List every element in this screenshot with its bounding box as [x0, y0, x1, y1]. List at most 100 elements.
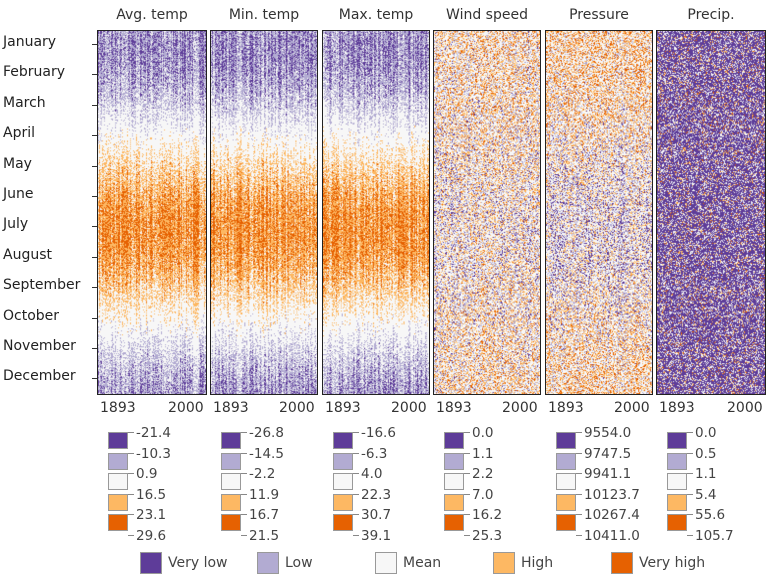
- y-tick: [92, 104, 97, 106]
- legend-break-label: 9941.1: [584, 466, 632, 482]
- legend-tick: [687, 493, 693, 495]
- legend-swatch: [556, 514, 576, 531]
- legend-break-label: -2.2: [249, 466, 276, 482]
- y-tick: [92, 348, 97, 349]
- legend-break-label: 1.1: [695, 466, 717, 482]
- x-tick-label: 2000: [502, 400, 538, 416]
- legend-break-label: 16.7: [249, 507, 280, 523]
- legend-tick: [241, 473, 247, 474]
- legend-swatch: [667, 473, 687, 490]
- legend-break-label: 10267.4: [584, 507, 640, 523]
- month-label: January: [3, 34, 57, 50]
- y-tick: [92, 226, 97, 228]
- legend-break-label: 30.7: [361, 507, 392, 523]
- class-label: High: [521, 555, 554, 571]
- legend-break-label: 1.1: [472, 445, 494, 462]
- legend-tick: [464, 534, 470, 536]
- legend-tick: [464, 432, 470, 433]
- legend-swatch: [221, 514, 241, 531]
- class-label: Very high: [639, 555, 706, 571]
- x-tick-label: 2000: [279, 400, 315, 416]
- panel-title: Min. temp: [228, 7, 300, 23]
- legend-swatch: [108, 514, 128, 531]
- legend-break-label: 25.3: [472, 527, 503, 544]
- legend-tick: [241, 514, 247, 515]
- heatmap-panel: [97, 30, 207, 395]
- legend-break-label: 9554.0: [584, 425, 632, 441]
- legend-swatch: [333, 514, 353, 531]
- legend-break-label: 29.6: [136, 527, 167, 544]
- legend-break-label: 55.6: [695, 507, 726, 523]
- legend-swatch: [221, 473, 241, 490]
- legend-swatch: [667, 452, 687, 470]
- legend-swatch: [444, 514, 464, 531]
- y-tick: [92, 44, 97, 45]
- legend-break-label: 11.9: [249, 486, 280, 503]
- month-label: October: [3, 307, 60, 324]
- legend-swatch: [108, 432, 128, 449]
- legend-break-label: 0.0: [695, 425, 717, 441]
- legend-break-label: 0.0: [472, 425, 494, 441]
- panel-title: Pressure: [569, 7, 629, 23]
- y-tick: [92, 165, 97, 167]
- legend-break-label: 10123.7: [584, 486, 640, 503]
- class-swatch: [257, 552, 279, 574]
- heatmap-panel: [433, 30, 541, 395]
- legend-tick: [464, 452, 470, 454]
- y-tick: [92, 256, 97, 258]
- legend-swatch: [333, 432, 353, 449]
- legend-tick: [687, 432, 693, 433]
- x-tick-label: 1893: [436, 400, 472, 416]
- legend-break-label: 9747.5: [584, 445, 632, 462]
- legend-tick: [353, 534, 359, 536]
- legend-tick: [687, 473, 693, 474]
- y-tick: [92, 287, 97, 289]
- month-label: August: [3, 246, 52, 263]
- legend-tick: [464, 514, 470, 515]
- legend-tick: [576, 432, 582, 433]
- legend-break-label: 16.5: [136, 486, 167, 503]
- class-swatch: [375, 552, 397, 574]
- legend-break-label: -26.8: [249, 425, 284, 441]
- legend-swatch: [221, 452, 241, 470]
- class-legend-item: Low: [257, 552, 313, 574]
- class-swatch: [493, 552, 515, 574]
- class-legend-item: Very high: [611, 552, 705, 574]
- y-tick: [92, 317, 97, 319]
- legend-tick: [128, 432, 134, 433]
- legend-tick: [353, 493, 359, 495]
- legend-tick: [128, 452, 134, 454]
- legend-swatch: [667, 514, 687, 531]
- legend-break-label: 0.5: [695, 445, 717, 462]
- month-label: March: [3, 94, 46, 111]
- legend-swatch: [444, 473, 464, 490]
- legend-tick: [687, 514, 693, 515]
- heatmap-panel: [210, 30, 318, 395]
- month-label: April: [3, 125, 35, 142]
- legend-break-label: 10411.0: [584, 527, 640, 544]
- x-tick-label: 2000: [727, 400, 763, 416]
- class-legend-item: Very low: [140, 552, 228, 574]
- legend-tick: [241, 452, 247, 454]
- legend-break-label: 23.1: [136, 507, 167, 523]
- legend-swatch: [556, 452, 576, 470]
- legend-swatch: [556, 493, 576, 511]
- legend-tick: [576, 473, 582, 474]
- legend-tick: [687, 534, 693, 536]
- legend-swatch: [667, 493, 687, 511]
- legend-break-label: 5.4: [695, 486, 717, 503]
- legend-swatch: [444, 493, 464, 511]
- month-label: June: [3, 186, 34, 202]
- panel-title: Max. temp: [338, 7, 414, 23]
- legend-swatch: [333, 493, 353, 511]
- legend-break-label: -6.3: [361, 445, 388, 462]
- month-label: May: [3, 155, 32, 172]
- legend-break-label: -21.4: [136, 425, 171, 441]
- legend-break-label: 22.3: [361, 486, 392, 503]
- x-tick-label: 1893: [213, 400, 249, 416]
- x-tick-label: 1893: [325, 400, 361, 416]
- y-tick: [92, 378, 97, 380]
- month-label: February: [3, 64, 66, 81]
- y-tick: [92, 135, 97, 137]
- legend-break-label: 2.2: [472, 466, 494, 482]
